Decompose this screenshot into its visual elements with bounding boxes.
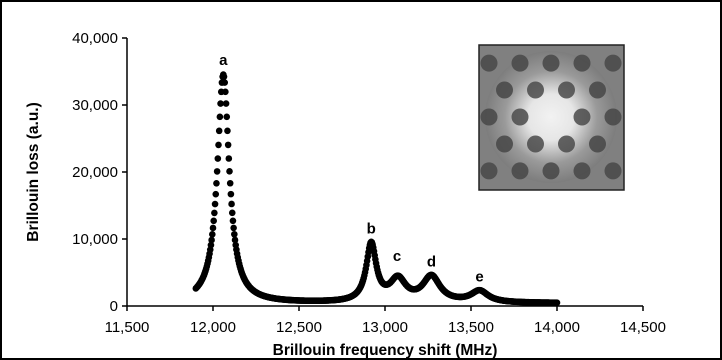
data-point [223, 113, 231, 121]
data-point [228, 200, 235, 208]
x-tick-label: 12,500 [276, 319, 322, 336]
inset-air-hole [573, 162, 591, 180]
x-ticks: 11,500 12,000 12,500 13,000 13,500 14,000 14,5… [105, 306, 666, 336]
inset-air-hole [604, 162, 622, 180]
data-point [210, 217, 217, 225]
data-point [215, 127, 223, 135]
inset-air-hole [558, 135, 575, 153]
data-point [226, 179, 234, 187]
inset-air-hole [604, 54, 622, 72]
peak-labels: a bc d e [219, 52, 484, 285]
inset-air-hole [511, 162, 529, 180]
data-point [225, 155, 233, 162]
peak-label-e: e [475, 268, 483, 285]
inset-air-hole [589, 135, 606, 153]
inset-air-hole [542, 162, 560, 180]
peak-label-c: c [393, 248, 401, 265]
x-tick-label: 14,000 [534, 319, 580, 336]
data-point [231, 230, 238, 238]
data-point [211, 209, 218, 217]
data-point [213, 179, 220, 187]
data-point [224, 141, 232, 149]
x-tick-label: 13,000 [362, 319, 408, 336]
data-point [211, 200, 219, 208]
inset-air-holes [480, 54, 622, 180]
data-point [222, 88, 229, 96]
inset-air-hole [496, 81, 513, 99]
y-ticks: 0 10,000 20,000 30,000 40,000 [72, 30, 127, 315]
x-axis-title: Brillouin frequency shift (MHz) [273, 342, 498, 359]
data-point [220, 73, 228, 80]
inset-air-hole [542, 54, 560, 72]
data-point [209, 224, 217, 232]
y-axis-title: Brillouin loss (a.u.) [25, 102, 42, 242]
fiber-cross-section-inset [478, 44, 625, 191]
inset-air-hole [604, 108, 622, 126]
inset-air-hole [527, 135, 544, 153]
inset-air-hole [480, 54, 498, 72]
data-point [221, 79, 228, 86]
inset-air-hole [573, 54, 591, 72]
x-tick-label: 12,000 [190, 319, 236, 336]
data-point [208, 236, 215, 244]
x-tick-label: 14,500 [620, 319, 666, 336]
peak-label-b: b [367, 221, 376, 238]
data-point [215, 141, 222, 149]
data-point [222, 100, 230, 107]
inset-air-hole [480, 108, 498, 126]
data-point [217, 100, 224, 107]
data-point [228, 209, 236, 217]
inset-air-hole [480, 162, 498, 180]
inset-core-glow [485, 51, 617, 183]
peak-label-d: d [427, 254, 436, 271]
data-point [231, 236, 239, 244]
data-point [230, 224, 237, 232]
data-point [207, 241, 215, 249]
inset-air-hole [511, 54, 529, 72]
y-tick-label: 40,000 [72, 30, 118, 47]
data-point [209, 231, 216, 238]
inset-air-hole [496, 135, 513, 153]
peak-label-a: a [219, 52, 228, 69]
data-point [216, 113, 224, 121]
data-points [192, 71, 561, 307]
data-point [212, 190, 220, 198]
data-point [213, 168, 221, 175]
inset-air-hole [527, 81, 544, 99]
data-point [226, 168, 233, 175]
y-tick-label: 0 [110, 298, 118, 315]
y-tick-label: 30,000 [72, 97, 118, 114]
inset-air-hole [589, 81, 606, 99]
inset-air-hole [573, 108, 591, 126]
y-tick-label: 20,000 [72, 164, 118, 181]
data-point [224, 127, 231, 135]
inset-air-hole [558, 81, 575, 99]
data-point [553, 299, 561, 307]
x-tick-label: 11,500 [105, 319, 150, 336]
y-tick-label: 10,000 [72, 231, 118, 248]
inset-air-hole [511, 108, 529, 126]
x-tick-label: 13,500 [448, 319, 494, 336]
data-point [229, 217, 237, 225]
data-point [227, 190, 235, 198]
data-point [214, 155, 222, 162]
